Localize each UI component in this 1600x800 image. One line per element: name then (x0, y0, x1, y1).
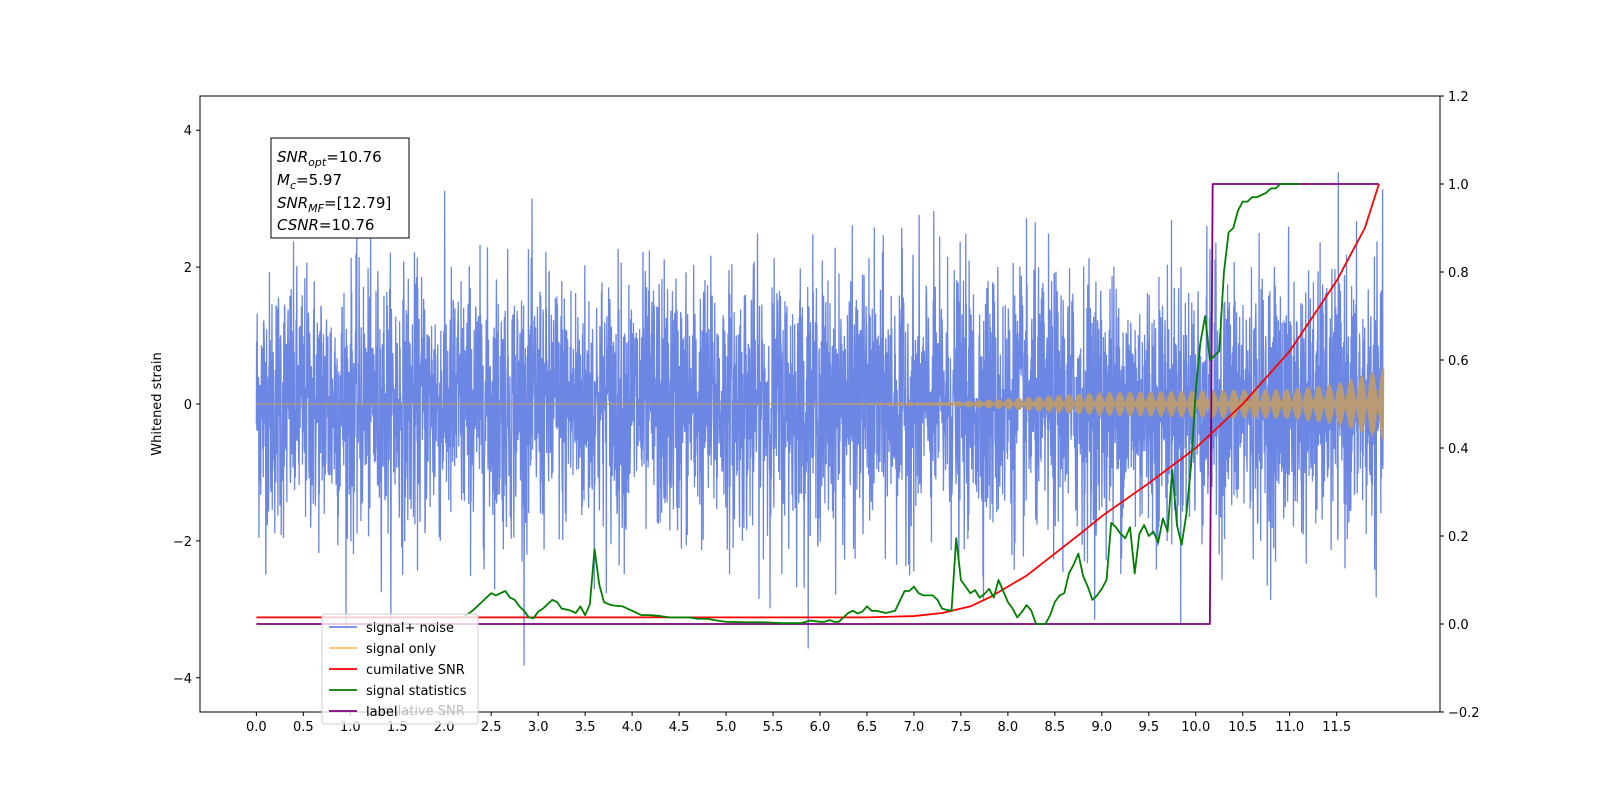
series-cumulative-snr (256, 183, 1380, 619)
info-csnr: CSNR=10.76 (277, 216, 374, 234)
y2-tick-label: 0.8 (1448, 266, 1469, 281)
info-snr-mf-value: =[12.79] (324, 194, 391, 212)
series-signal-statistics (462, 183, 1300, 625)
x-tick-label: 3.5 (575, 720, 596, 735)
info-csnr-value: =10.76 (319, 216, 375, 234)
info-mc: Mc=5.97 (277, 171, 342, 192)
info-snr-mf: SNRMF=[12.79] (277, 194, 391, 215)
series-signal-noise (255, 172, 1385, 666)
x-tick-label: 4.0 (622, 720, 643, 735)
y2-tick-label: 0.6 (1448, 354, 1469, 369)
x-tick-label: 4.5 (669, 720, 690, 735)
x-tick-label: 6.0 (810, 720, 831, 735)
y-tick-label: 0 (184, 398, 192, 413)
y2-tick-label: 0.4 (1448, 442, 1469, 457)
legend-label: signal statistics (366, 684, 467, 699)
y-tick-label: −2 (173, 535, 192, 550)
series-signal-only (256, 368, 1385, 440)
y-tick-label: 2 (184, 261, 192, 276)
legend-label: cumilative SNR (366, 663, 465, 678)
info-snr-opt: SNRopt=10.76 (277, 148, 382, 169)
x-tick-label: 7.5 (951, 720, 972, 735)
legend-ghost-text: cumilative SNR (366, 704, 465, 719)
legend-box (321, 613, 479, 725)
legend-label: label (366, 705, 397, 720)
y-axis-label: Whitened strain (150, 352, 165, 455)
y2-tick-label: 1.0 (1448, 178, 1469, 193)
x-tick-label: 10.5 (1228, 720, 1257, 735)
x-tick-label: 7.0 (904, 720, 925, 735)
x-tick-label: 11.5 (1322, 720, 1351, 735)
x-tick-label: 5.5 (763, 720, 784, 735)
y-tick-label: −4 (173, 672, 192, 687)
x-tick-label: 9.0 (1091, 720, 1112, 735)
y-tick-label: 4 (184, 124, 192, 139)
legend-label: signal+ noise (366, 621, 454, 636)
y2-tick-label: 0.0 (1448, 618, 1469, 633)
x-tick-label: 5.0 (716, 720, 737, 735)
y2-tick-label: −0.2 (1448, 706, 1480, 721)
x-tick-label: 0.5 (293, 720, 314, 735)
x-tick-label: 0.0 (246, 720, 267, 735)
y2-tick-label: 1.2 (1448, 90, 1469, 105)
x-tick-label: 10.0 (1181, 720, 1210, 735)
x-tick-label: 11.0 (1275, 720, 1304, 735)
info-box (270, 137, 410, 239)
x-tick-label: 2.5 (481, 720, 502, 735)
y2-tick-label: 0.2 (1448, 530, 1469, 545)
x-tick-label: 9.5 (1138, 720, 1159, 735)
legend-label: signal only (366, 642, 436, 657)
x-tick-label: 6.5 (857, 720, 878, 735)
info-mc-value: =5.97 (296, 171, 342, 189)
x-tick-label: 8.0 (998, 720, 1019, 735)
x-tick-label: 3.0 (528, 720, 549, 735)
x-tick-label: 8.5 (1045, 720, 1066, 735)
info-snr-opt-value: =10.76 (326, 148, 382, 166)
